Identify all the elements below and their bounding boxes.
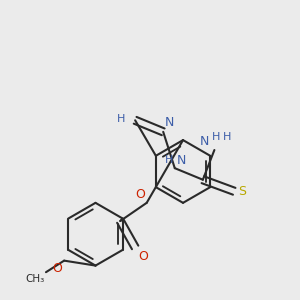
Text: O: O	[138, 250, 148, 263]
Text: H: H	[223, 132, 231, 142]
Text: N: N	[200, 135, 209, 148]
Text: H: H	[165, 155, 173, 165]
Text: H: H	[117, 114, 125, 124]
Text: O: O	[135, 188, 145, 201]
Text: O: O	[52, 262, 62, 275]
Text: S: S	[238, 185, 246, 198]
Text: CH₃: CH₃	[25, 274, 44, 284]
Text: N: N	[165, 116, 174, 129]
Text: H: H	[212, 132, 220, 142]
Text: N: N	[176, 154, 186, 166]
